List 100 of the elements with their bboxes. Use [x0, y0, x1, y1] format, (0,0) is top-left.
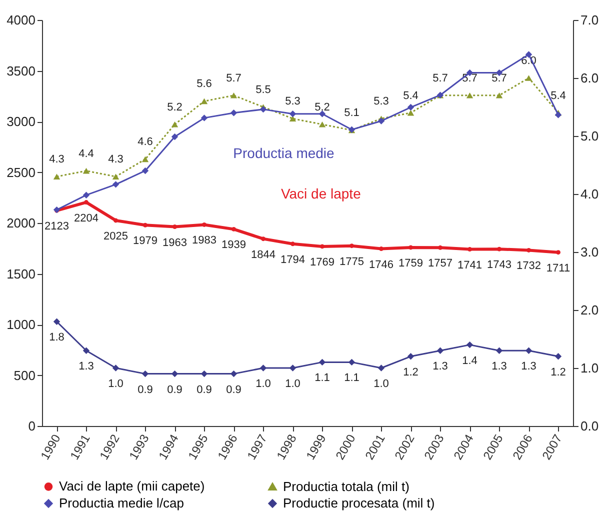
- data-label: 0.9: [226, 384, 242, 396]
- point: [230, 370, 238, 378]
- data-label: 0.9: [196, 384, 212, 396]
- data-label: 1.0: [256, 378, 271, 390]
- point: [142, 167, 149, 174]
- data-label: 1.1: [314, 372, 330, 384]
- data-label: 4.3: [49, 154, 64, 166]
- data-label: 1979: [133, 235, 158, 248]
- data-label: 1732: [516, 260, 541, 272]
- data-label: 1741: [458, 259, 482, 272]
- point: [142, 370, 149, 378]
- data-label: 5.5: [256, 84, 271, 96]
- y-tick-label: 500: [14, 368, 36, 383]
- point: [496, 347, 503, 354]
- data-label: 1.2: [403, 366, 418, 378]
- data-label: 1.8: [49, 332, 64, 344]
- data-label: 1.0: [374, 378, 389, 390]
- point: [407, 104, 414, 111]
- point: [378, 118, 385, 124]
- point: [200, 98, 208, 104]
- data-label: 4.3: [108, 154, 124, 166]
- point: [84, 200, 88, 205]
- data-label: 1.4: [462, 354, 478, 367]
- point: [407, 110, 414, 116]
- point: [525, 75, 532, 81]
- point: [438, 245, 442, 250]
- point: [318, 110, 326, 118]
- data-label: 1769: [310, 256, 334, 268]
- data-label: 5.3: [285, 96, 300, 108]
- point: [436, 347, 444, 354]
- data-label: 5.7: [226, 72, 242, 84]
- data-label: 2204: [74, 212, 98, 224]
- point: [112, 174, 120, 180]
- data-label: 5.1: [344, 107, 360, 120]
- point: [350, 244, 354, 248]
- data-label: 1711: [546, 262, 570, 274]
- data-label: 1.1: [344, 372, 360, 384]
- y-tick-label: 1000: [6, 317, 36, 332]
- legend-label: Productia totala (mil t): [283, 478, 410, 494]
- data-label: 1983: [192, 234, 216, 247]
- point: [261, 236, 266, 242]
- y-tick-label: 0: [28, 418, 36, 434]
- point: [497, 246, 502, 252]
- point: [289, 110, 296, 118]
- y2-tick-label: 3.0: [580, 244, 599, 260]
- point: [53, 318, 60, 325]
- data-label: 5.4: [403, 90, 418, 102]
- data-label: 1939: [222, 239, 246, 252]
- point: [171, 121, 178, 128]
- data-label: 4.4: [78, 148, 94, 160]
- y-tick-label: 2000: [6, 216, 36, 230]
- point: [200, 114, 208, 122]
- annotation: Vaci de lapte: [280, 186, 362, 202]
- data-label: 1.3: [492, 360, 507, 373]
- point: [320, 244, 324, 249]
- data-label: 1.0: [108, 378, 124, 390]
- point: [260, 364, 267, 372]
- y2-tick-label: 1.0: [580, 360, 599, 376]
- point: [200, 370, 208, 378]
- y-tick-label: 4000: [6, 12, 36, 28]
- data-label: 1757: [428, 258, 452, 270]
- data-label: 5.4: [550, 90, 566, 102]
- point: [556, 250, 560, 255]
- y-tick-label: 3000: [6, 114, 36, 129]
- data-label: 5.7: [492, 72, 507, 84]
- data-label: 0.9: [167, 384, 182, 396]
- point: [526, 248, 531, 252]
- point: [289, 364, 296, 372]
- y2-tick-label: 6.0: [580, 70, 599, 86]
- point: [82, 168, 90, 174]
- data-label: 5.3: [374, 96, 389, 108]
- point: [143, 222, 148, 228]
- point: [289, 116, 296, 122]
- data-label: 1743: [487, 259, 512, 272]
- point: [171, 133, 178, 140]
- point: [525, 347, 532, 354]
- point: [466, 341, 474, 348]
- point: [468, 247, 472, 252]
- point: [53, 174, 60, 180]
- point: [112, 181, 120, 188]
- point: [260, 106, 267, 113]
- data-label: 1.0: [285, 378, 300, 390]
- y2-tick-label: 4.0: [580, 186, 599, 202]
- data-label: 1746: [369, 258, 394, 271]
- data-label: 4.6: [138, 136, 153, 148]
- data-label: 1759: [398, 257, 423, 270]
- data-label: 1963: [162, 236, 187, 249]
- point: [82, 192, 90, 198]
- point: [172, 224, 177, 229]
- legend-label: Productia medie l/cap: [59, 496, 184, 510]
- data-label: 1844: [251, 248, 276, 261]
- point: [466, 92, 474, 98]
- data-label: 2025: [104, 230, 128, 242]
- data-label: 5.6: [196, 78, 212, 90]
- point: [82, 347, 90, 354]
- point: [202, 222, 206, 227]
- data-label: 2123: [44, 220, 69, 233]
- y2-tick-label: 2.0: [580, 302, 599, 318]
- data-label: 0.9: [138, 384, 153, 396]
- point: [407, 353, 414, 360]
